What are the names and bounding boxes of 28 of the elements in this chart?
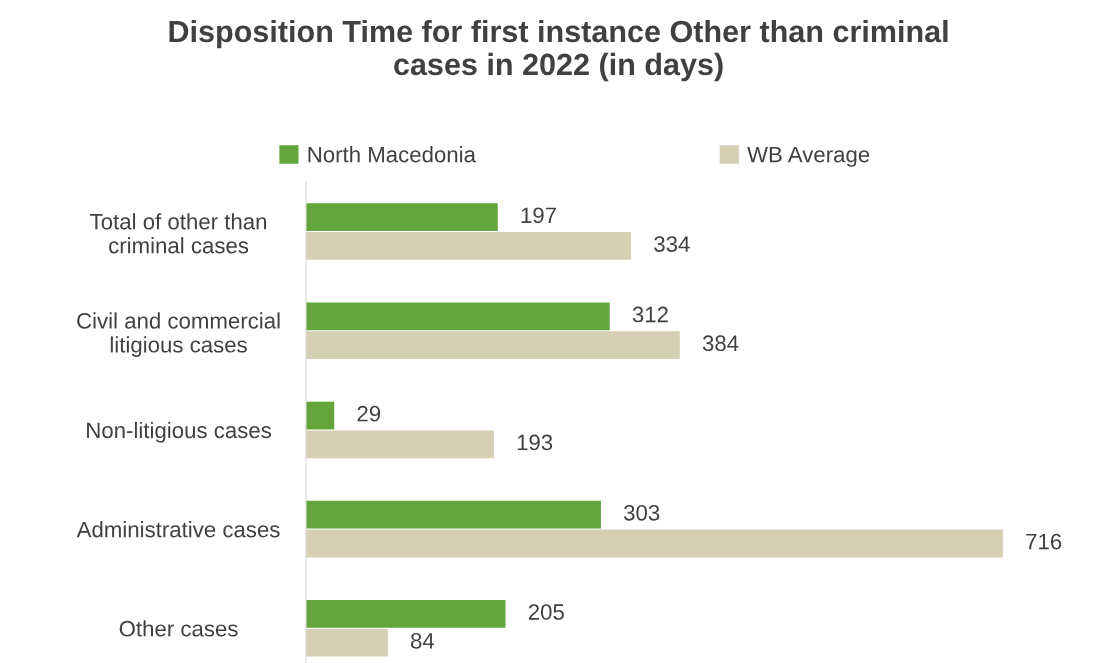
legend-label: North Macedonia [308, 146, 476, 163]
y-tick-label: Other cases [119, 620, 238, 637]
chart-title: Disposition Time for first instance Other than criminal cases in 2022 (in days) [169, 19, 948, 82]
legend-label: WB Average [747, 146, 870, 167]
bar [306, 430, 494, 459]
bar [306, 600, 506, 628]
bar [306, 401, 335, 430]
bar [306, 302, 610, 331]
data-label: 384 [702, 335, 739, 352]
bar [306, 500, 601, 529]
y-tick-label: Civil and commercial litigious cases [77, 312, 280, 357]
bar [306, 628, 388, 657]
bar [306, 203, 498, 232]
data-label: 334 [654, 236, 690, 252]
y-tick-label: Non-litigious cases [87, 421, 271, 443]
y-tick-label: Administrative cases [76, 521, 280, 538]
bar [306, 529, 1003, 558]
data-label: 716 [1026, 533, 1062, 550]
data-label: 193 [517, 434, 553, 451]
bar [306, 232, 632, 260]
y-tick-label: Total of other than criminal cases [90, 213, 267, 254]
data-label: 84 [410, 632, 435, 649]
data-label: 312 [632, 306, 668, 323]
data-label: 303 [623, 504, 660, 521]
data-label: 197 [521, 207, 556, 224]
data-label: 29 [357, 405, 381, 422]
bar [306, 331, 680, 360]
data-label: 205 [528, 604, 564, 620]
